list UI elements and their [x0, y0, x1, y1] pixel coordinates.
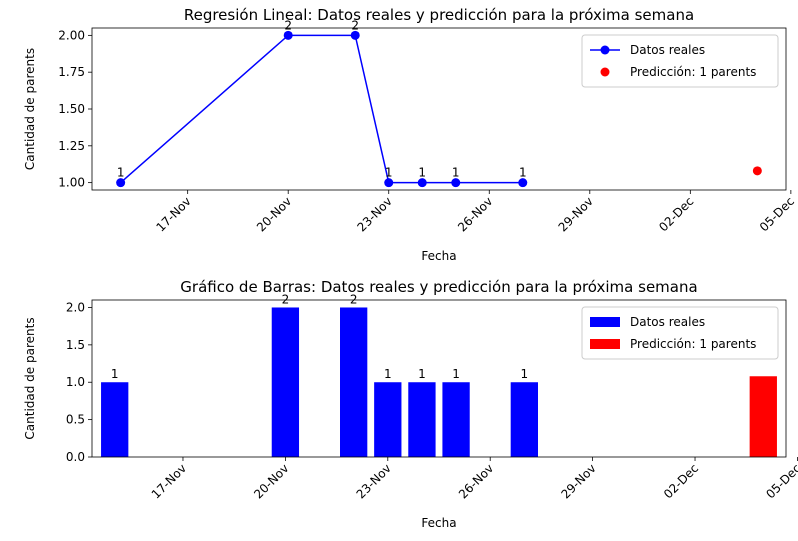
x-tick-label: 02-Dec	[656, 194, 696, 234]
legend-box	[581, 34, 779, 88]
x-tick-label: 23-Nov	[354, 461, 394, 501]
plot-frame	[91, 299, 787, 458]
y-tick-label: 1.25	[58, 139, 85, 153]
data-label: 2	[351, 18, 359, 32]
legend-swatch	[590, 339, 620, 349]
data-label: 1	[385, 166, 393, 180]
data-label: 1	[111, 367, 119, 381]
data-label: 2	[350, 292, 358, 306]
data-label: 2	[284, 18, 292, 32]
y-tick-label: 1.75	[58, 65, 85, 79]
data-bar	[749, 376, 777, 457]
data-label: 1	[418, 166, 426, 180]
data-point	[350, 30, 360, 40]
x-tick-label: 20-Nov	[251, 461, 291, 501]
bar-chart-y-axis-label: Cantidad de parents	[23, 317, 37, 439]
data-label: 1	[384, 367, 392, 381]
data-bar	[340, 307, 368, 457]
y-tick-label: 0.0	[66, 450, 85, 464]
data-point	[116, 178, 126, 188]
legend-swatch-marker	[600, 67, 610, 77]
y-tick-label: 2.00	[58, 28, 85, 42]
legend-label: Datos reales	[630, 43, 705, 57]
data-label: 1	[519, 166, 527, 180]
x-tick-label: 02-Dec	[661, 461, 701, 501]
data-label: 2	[282, 292, 290, 306]
x-tick-label: 05-Dec	[763, 461, 798, 501]
data-point	[518, 178, 528, 188]
x-tick-label: 23-Nov	[355, 194, 395, 234]
legend-swatch	[590, 317, 620, 327]
legend-label: Predicción: 1 parents	[630, 65, 756, 79]
y-tick-label: 1.0	[66, 375, 85, 389]
x-tick-label: 26-Nov	[455, 194, 495, 234]
bar-chart-legend: Datos reales Predicción: 1 parents	[581, 306, 779, 360]
legend-label: Datos reales	[630, 315, 705, 329]
legend-label: Predicción: 1 parents	[630, 337, 756, 351]
data-label: 1	[452, 367, 460, 381]
bar-chart: Gráfico de Barras: Datos reales y predic…	[23, 278, 798, 530]
x-tick-label: 17-Nov	[149, 461, 189, 501]
bar-chart-title: Gráfico de Barras: Datos reales y predic…	[180, 278, 697, 296]
data-label: 1	[521, 367, 529, 381]
x-tick-label: 26-Nov	[456, 461, 496, 501]
x-tick-label: 29-Nov	[558, 461, 598, 501]
data-label: 1	[452, 166, 460, 180]
line-chart-y-axis-label: Cantidad de parents	[23, 48, 37, 170]
data-label: 1	[117, 166, 125, 180]
line-chart-title: Regresión Lineal: Datos reales y predicc…	[184, 6, 694, 24]
data-bar	[101, 382, 129, 457]
y-tick-label: 1.50	[58, 102, 85, 116]
data-bar	[374, 382, 402, 457]
line-chart-legend: Datos reales Predicción: 1 parents	[581, 34, 779, 88]
data-bar	[271, 307, 300, 457]
data-bar	[510, 382, 538, 457]
y-tick-label: 0.5	[66, 413, 85, 427]
data-point	[384, 178, 394, 188]
bar-chart-x-axis-label: Fecha	[421, 516, 456, 530]
x-tick-label: 29-Nov	[556, 194, 596, 234]
legend-box	[581, 306, 779, 360]
data-point	[451, 178, 461, 188]
data-bar	[408, 382, 436, 457]
data-label: 1	[418, 367, 426, 381]
data-bar	[442, 382, 470, 457]
data-point	[283, 30, 293, 40]
series-line	[120, 34, 523, 184]
data-point	[417, 178, 427, 188]
line-chart-x-axis-label: Fecha	[421, 249, 456, 263]
x-tick-label: 05-Dec	[757, 194, 797, 234]
y-tick-label: 1.00	[58, 176, 85, 190]
x-tick-label: 20-Nov	[254, 194, 294, 234]
y-tick-label: 2.0	[66, 300, 85, 314]
x-tick-label: 17-Nov	[153, 194, 193, 234]
line-chart: Regresión Lineal: Datos reales y predicc…	[23, 6, 797, 263]
y-tick-label: 1.5	[66, 338, 85, 352]
data-point	[752, 166, 762, 176]
legend-swatch-marker	[600, 45, 610, 55]
